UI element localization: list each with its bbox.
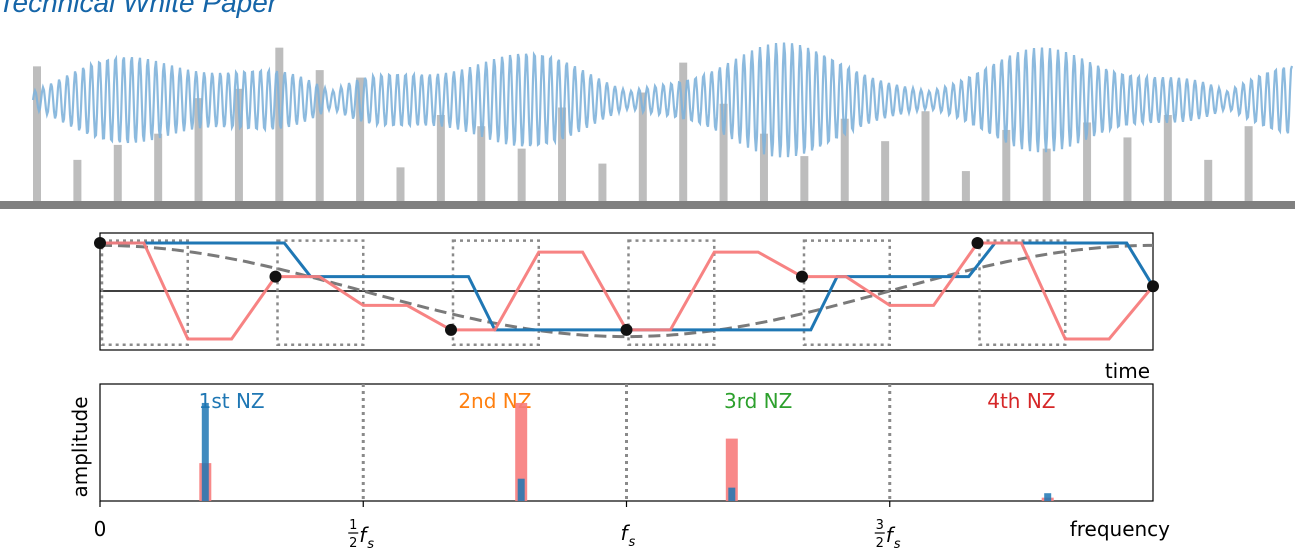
sample-bar	[840, 118, 849, 201]
frequency-domain-chart: 1st NZ 2nd NZ 3rd NZ 4th NZ 0 12 f s32 f sf s amp…	[68, 383, 1170, 552]
sample-bar	[1083, 122, 1092, 201]
svg-text:f: f	[359, 523, 369, 547]
nyquist-zone-label: 4th NZ	[987, 389, 1055, 413]
hold-window	[802, 239, 891, 347]
x-tick-label: 1 2 f s	[348, 518, 374, 552]
svg-text:f: f	[621, 521, 631, 545]
nyquist-zone-dividers: 1st NZ 2nd NZ 3rd NZ 4th NZ	[199, 384, 1056, 501]
blue-spectrum-bar	[1044, 493, 1052, 501]
sample-bar	[881, 141, 890, 201]
svg-text:s: s	[629, 535, 636, 550]
sample-bar	[1002, 129, 1011, 201]
svg-text:2: 2	[876, 536, 884, 551]
sample-bar	[517, 148, 526, 201]
svg-text:1: 1	[349, 518, 357, 533]
sample-point	[445, 323, 457, 336]
sample-point	[94, 237, 106, 249]
sample-bar	[1204, 159, 1213, 201]
sample-bar	[194, 98, 203, 201]
sample-bar	[396, 167, 405, 201]
blue-spectrum-bar	[728, 487, 736, 501]
sample-point	[796, 270, 808, 283]
sample-point	[269, 270, 282, 283]
sample-bar	[477, 126, 486, 201]
document-title: Technical White Paper	[0, 0, 278, 18]
blue-spectrum-bar	[517, 478, 525, 501]
x-tick-label: 3 2 f s	[874, 518, 901, 552]
svg-text:2: 2	[349, 536, 357, 551]
sample-bar	[800, 156, 809, 201]
nyquist-zone-label: 1st NZ	[199, 389, 265, 413]
sample-points	[94, 237, 1159, 336]
time-axis-label: time	[1105, 359, 1150, 383]
hold-window	[276, 239, 365, 347]
sample-bar	[1042, 148, 1051, 201]
sample-bar	[234, 88, 243, 201]
sample-bar	[598, 163, 607, 201]
nyquist-zone-label: 3rd NZ	[724, 389, 792, 413]
sample-bar	[73, 159, 82, 201]
blue-spectrum-bar	[201, 402, 209, 501]
sample-bar	[921, 111, 930, 201]
time-domain-chart: time	[94, 232, 1159, 383]
sample-bar	[33, 66, 41, 201]
frequency-ticks: 0 12 f s32 f sf s	[94, 501, 901, 552]
sample-bar	[113, 144, 122, 201]
red-spectrum-bar	[515, 402, 528, 501]
sample-point	[1147, 280, 1159, 293]
sample-bar	[961, 171, 970, 201]
sample-point	[620, 323, 633, 336]
sample-bar	[719, 103, 728, 201]
banner-baseline	[0, 201, 1295, 209]
spectrum-bars	[199, 402, 1054, 501]
hold-window	[451, 239, 540, 347]
sample-bar	[1123, 137, 1132, 201]
sample-hold-boxes	[100, 239, 1067, 347]
sample-bar	[759, 133, 768, 201]
hold-window	[978, 239, 1067, 347]
hold-window	[100, 239, 189, 347]
sample-bar	[679, 62, 688, 202]
sample-bar	[356, 77, 365, 201]
sample-point	[971, 237, 984, 249]
sample-bar	[638, 92, 647, 201]
x-tick-label: 0	[94, 517, 107, 541]
sample-bar	[558, 107, 567, 201]
red-spectrum-bar	[725, 438, 738, 501]
svg-text:f: f	[886, 523, 896, 547]
amplitude-axis-label: amplitude	[68, 396, 92, 497]
sample-bar	[1163, 114, 1172, 201]
svg-text:s: s	[894, 537, 901, 552]
svg-text:3: 3	[876, 518, 884, 533]
blue-hold-series	[100, 241, 1155, 332]
sample-bar	[315, 70, 324, 201]
frequency-axis-label: frequency	[1070, 517, 1170, 541]
modulated-signal	[31, 42, 1294, 158]
banner-waveform	[31, 42, 1294, 202]
sample-bar	[1244, 126, 1253, 201]
hold-window	[627, 239, 716, 347]
sample-bar	[436, 114, 445, 201]
sample-bar	[154, 133, 163, 201]
svg-text:s: s	[367, 537, 374, 552]
